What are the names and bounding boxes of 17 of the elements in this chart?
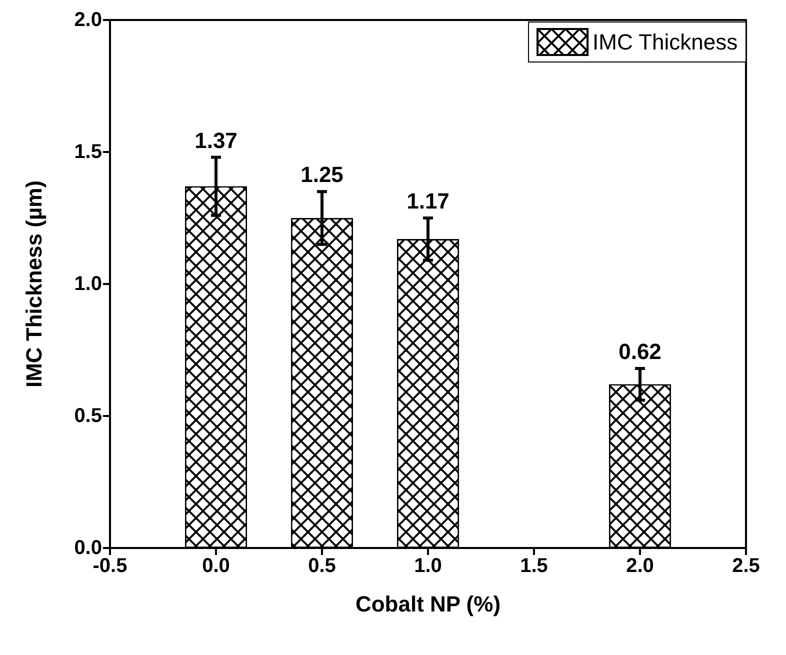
y-tick-label: 0.5 (74, 405, 102, 427)
y-tick-label: 2.0 (74, 9, 102, 31)
x-tick-label: 1.0 (414, 555, 442, 577)
x-tick-label: 0.0 (202, 555, 230, 577)
y-axis-title: IMC Thickness (µm) (22, 180, 46, 388)
legend-label: IMC Thickness (592, 30, 738, 54)
data-label: 1.37 (194, 128, 238, 153)
x-tick-label: 0.5 (308, 555, 336, 577)
x-axis-title: Cobalt NP (%) (355, 592, 501, 616)
x-tick-label: 1.5 (520, 555, 548, 577)
data-label: 1.25 (300, 162, 344, 188)
y-tick-label: 1.5 (74, 141, 102, 163)
y-tick-label: 1.0 (74, 273, 102, 295)
x-tick-label: 2.0 (626, 555, 654, 577)
data-label: 1.17 (406, 188, 450, 214)
x-tick-label: 2.5 (732, 555, 760, 577)
data-label: 0.62 (618, 338, 662, 364)
